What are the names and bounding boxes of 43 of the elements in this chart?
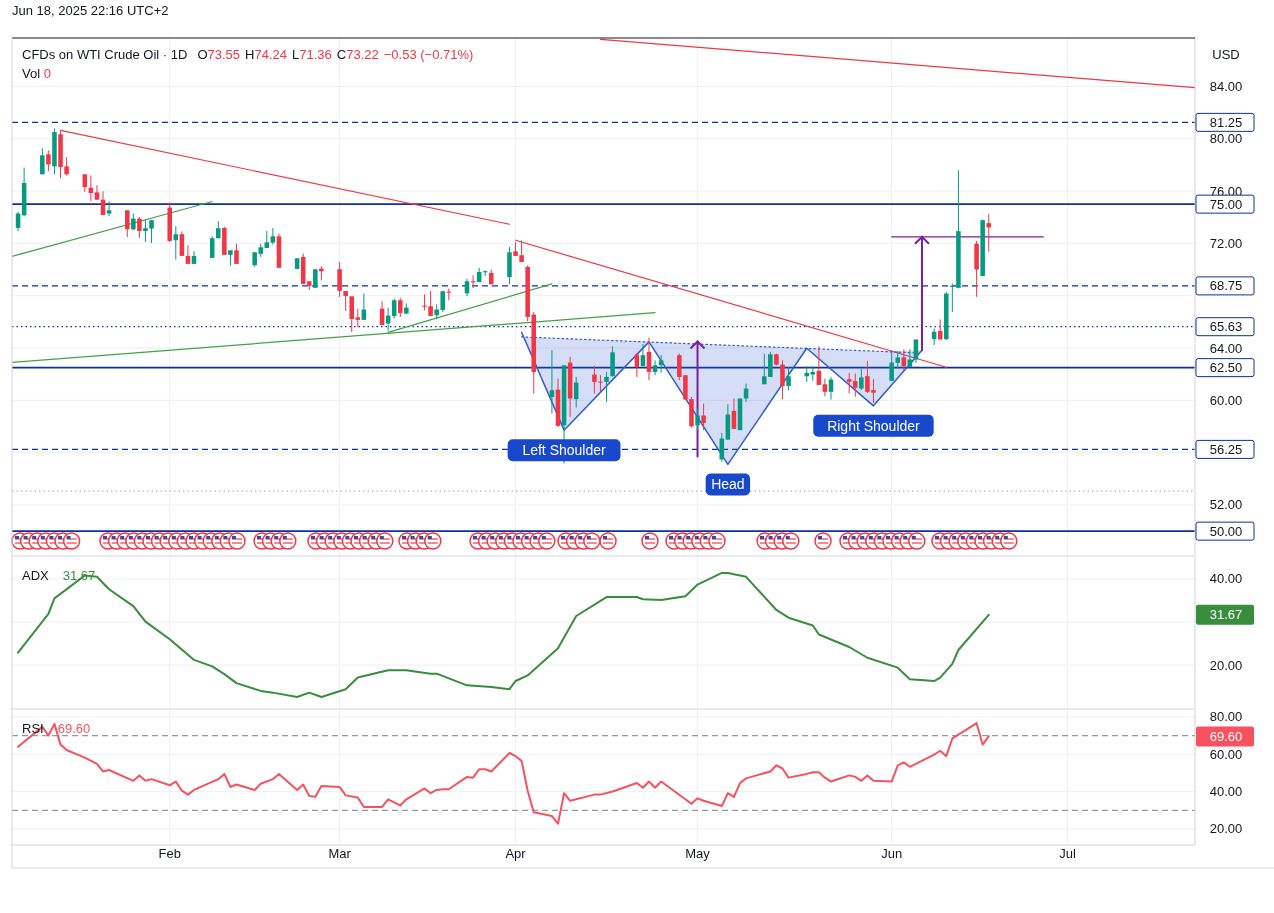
text: Jun 18, 2025 22:16 UTC+2 [12, 3, 169, 18]
x-tick-label: May [685, 845, 711, 861]
y-tick-label: 40.00 [1209, 571, 1243, 587]
y-tick-label: 64.00 [1209, 340, 1243, 356]
y-tick-label: 76.00 [1209, 183, 1243, 199]
x-tick-label: Mar [328, 845, 352, 861]
y-tick-label: 80.00 [1209, 131, 1243, 147]
y-tick-label: 84.00 [1209, 78, 1243, 94]
text: 31.67 [1209, 607, 1243, 623]
annotation: C73.22 [336, 47, 379, 62]
y-tick-label: 20.00 [1209, 821, 1243, 837]
annotation: Right Shoulder [827, 417, 921, 434]
annotation: 69.60 [57, 721, 91, 736]
annotation: Left Shoulder [522, 442, 607, 459]
y-tick-label: 40.00 [1209, 784, 1243, 800]
y-tick-label: 60.00 [1209, 746, 1243, 762]
ref-line-label: 56.25 [1209, 441, 1243, 457]
annotation: −0.53 (−0.71%) [383, 47, 474, 62]
x-tick-label: Feb [158, 845, 181, 861]
text: 69.60 [1209, 728, 1243, 744]
ref-line-label: 50.00 [1209, 523, 1243, 539]
y-tick-label: 52.00 [1209, 497, 1243, 513]
y-tick-label: 72.00 [1209, 235, 1243, 251]
ref-line-label: 75.00 [1209, 196, 1243, 212]
annotation: Head [711, 476, 745, 493]
ref-line-label: 62.50 [1209, 360, 1243, 376]
x-tick-label: Jun [881, 845, 903, 861]
series-label: RSI [22, 721, 44, 736]
y-axis-title: USD [1212, 46, 1240, 62]
text: CFDs on WTI Crude Oil · 1D [22, 47, 188, 62]
y-tick-label: 80.00 [1209, 709, 1243, 725]
y-tick-label: 60.00 [1209, 392, 1243, 408]
ref-line-label: 68.75 [1209, 278, 1243, 294]
annotation: O73.55 [197, 47, 241, 62]
ref-line-label: 81.25 [1209, 114, 1243, 130]
x-tick-label: Jul [1059, 845, 1077, 861]
series-label: ADX [22, 568, 50, 583]
y-tick-label: 20.00 [1209, 657, 1243, 673]
x-tick-label: Apr [505, 845, 527, 861]
ref-line-label: 65.63 [1209, 319, 1243, 335]
annotation: Vol 0 [22, 66, 51, 81]
annotation: H74.24 [245, 47, 288, 62]
annotation: L71.36 [292, 47, 332, 62]
